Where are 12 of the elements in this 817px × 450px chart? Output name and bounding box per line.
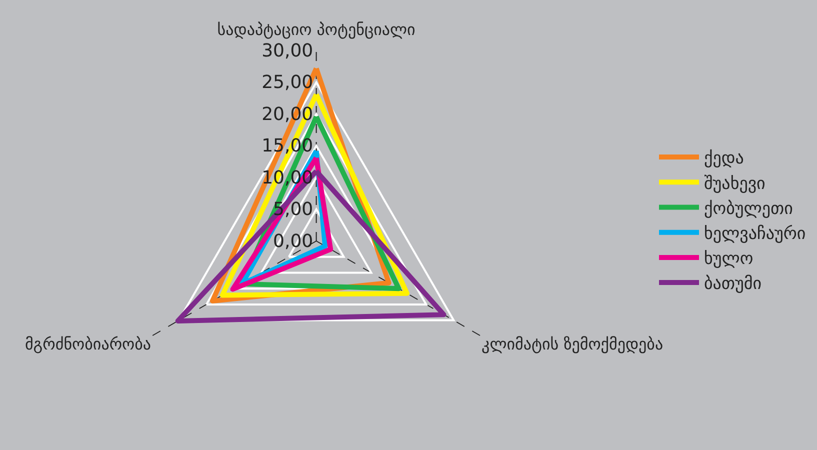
legend-label: ქობულეთი [704, 198, 793, 219]
legend-label: ხელვაჩაური [704, 224, 806, 244]
legend-label: ხულო [704, 249, 754, 270]
legend-label: ქედა [704, 148, 744, 169]
y-tick-label: 0,00 [273, 230, 314, 252]
spoke-label: სადაპტაციო პოტენციალი [217, 20, 416, 39]
y-tick-label: 10,00 [262, 167, 314, 188]
spoke-label: კლიმატის ზემოქმედება [482, 334, 664, 354]
spoke-label: მგრძნობიარობა [24, 334, 152, 354]
legend-label: ბათუმი [704, 274, 762, 294]
y-tick-label: 30,00 [262, 40, 314, 62]
legend-label: შუახევი [704, 174, 766, 194]
